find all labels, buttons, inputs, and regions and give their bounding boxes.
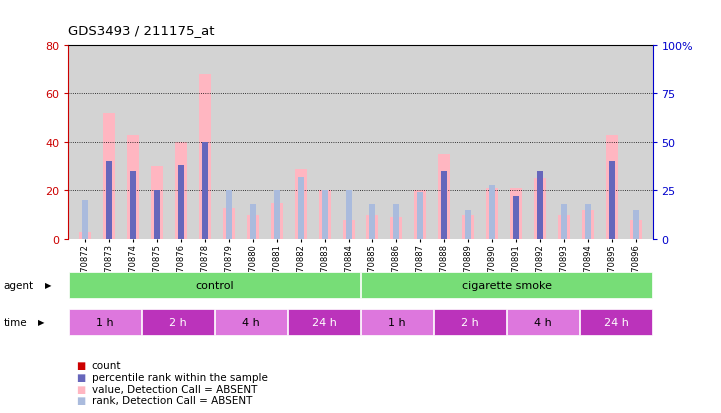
Text: ■: ■	[76, 384, 85, 394]
Bar	[465, 211, 472, 240]
Bar	[558, 215, 570, 240]
Bar	[390, 218, 402, 240]
Bar	[127, 135, 139, 240]
Text: 2 h: 2 h	[461, 317, 479, 327]
Bar	[534, 179, 546, 240]
Bar	[199, 75, 211, 240]
Text: ▶: ▶	[45, 280, 52, 290]
Bar	[486, 189, 498, 240]
Bar	[103, 113, 115, 240]
Bar	[178, 166, 184, 240]
Bar	[130, 172, 136, 240]
Bar	[69, 309, 141, 335]
Bar	[369, 204, 376, 240]
Text: 1 h: 1 h	[388, 317, 406, 327]
Bar	[510, 189, 522, 240]
Text: ▶: ▶	[37, 318, 44, 327]
Text: value, Detection Call = ABSENT: value, Detection Call = ABSENT	[92, 384, 257, 394]
Bar	[79, 232, 92, 240]
Bar	[82, 201, 88, 240]
Bar	[537, 172, 543, 240]
Bar	[226, 191, 232, 240]
Bar	[438, 154, 450, 240]
Bar	[361, 309, 433, 335]
Text: ■: ■	[76, 372, 85, 382]
Bar	[319, 191, 331, 240]
Bar	[69, 272, 360, 298]
Bar	[629, 220, 642, 240]
Bar	[298, 178, 304, 240]
Bar	[345, 191, 352, 240]
Bar	[489, 185, 495, 240]
Text: ■: ■	[76, 395, 85, 405]
Bar	[633, 211, 639, 240]
Bar	[361, 272, 652, 298]
Bar	[606, 135, 618, 240]
Bar	[582, 211, 594, 240]
Bar	[247, 215, 259, 240]
Bar	[223, 208, 235, 240]
Text: GDS3493 / 211175_at: GDS3493 / 211175_at	[68, 24, 215, 37]
Bar	[249, 204, 256, 240]
Bar	[394, 204, 399, 240]
Bar	[434, 309, 506, 335]
Text: rank, Detection Call = ABSENT: rank, Detection Call = ABSENT	[92, 395, 252, 405]
Bar	[142, 309, 214, 335]
Bar	[202, 142, 208, 240]
Bar	[441, 172, 447, 240]
Bar	[322, 191, 327, 240]
Text: percentile rank within the sample: percentile rank within the sample	[92, 372, 267, 382]
Text: agent: agent	[4, 280, 34, 290]
Bar	[561, 204, 567, 240]
Text: control: control	[195, 280, 234, 290]
Text: time: time	[4, 317, 27, 327]
Text: 2 h: 2 h	[169, 317, 187, 327]
Text: cigarette smoke: cigarette smoke	[461, 280, 552, 290]
Bar	[215, 309, 287, 335]
Text: 4 h: 4 h	[534, 317, 552, 327]
Text: 4 h: 4 h	[242, 317, 260, 327]
Bar	[585, 204, 591, 240]
Bar	[271, 203, 283, 240]
Bar	[342, 220, 355, 240]
Text: 24 h: 24 h	[603, 317, 629, 327]
Bar	[513, 197, 519, 240]
Bar	[274, 191, 280, 240]
Bar	[151, 167, 163, 240]
Bar	[417, 193, 423, 240]
Bar	[366, 215, 379, 240]
Bar	[175, 142, 187, 240]
Bar	[609, 162, 615, 240]
Bar	[106, 162, 112, 240]
Bar	[580, 309, 652, 335]
Bar	[415, 191, 426, 240]
Bar	[295, 169, 306, 240]
Bar	[462, 215, 474, 240]
Text: 24 h: 24 h	[311, 317, 337, 327]
Text: ■: ■	[76, 361, 85, 370]
Bar	[154, 191, 160, 240]
Text: count: count	[92, 361, 121, 370]
Bar	[507, 309, 579, 335]
Bar	[288, 309, 360, 335]
Text: 1 h: 1 h	[96, 317, 114, 327]
